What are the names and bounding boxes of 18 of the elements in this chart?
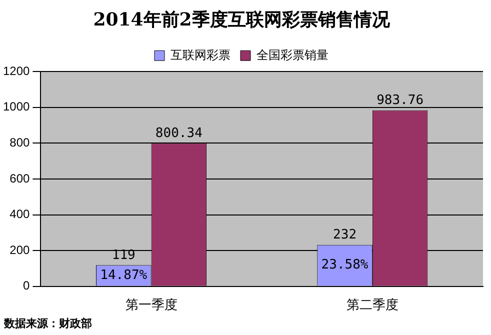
- x-tick-label: 第二季度: [346, 296, 398, 312]
- annotation: 14.87%: [100, 268, 148, 284]
- annotation: 23.58%: [321, 257, 368, 272]
- chart-title: 2014年前2季度互联网彩票销售情况: [93, 9, 391, 30]
- y-tick-label: 1200: [2, 64, 30, 78]
- data-label: 232: [333, 228, 357, 243]
- y-tick-label: 800: [10, 136, 30, 150]
- source-note: 数据来源：财政部: [2, 316, 93, 331]
- data-label: 983.76: [376, 93, 424, 108]
- y-tick-label: 1000: [2, 100, 30, 114]
- legend-label: 互联网彩票: [170, 48, 230, 62]
- x-tick-label: 第一季度: [125, 296, 178, 312]
- y-tick-label: 200: [10, 242, 30, 257]
- y-tick-label: 0: [23, 278, 30, 293]
- y-tick-label: 600: [10, 171, 30, 186]
- data-label: 800.34: [155, 126, 203, 142]
- legend-label: 全国彩票销量: [256, 48, 328, 62]
- y-tick-label: 400: [10, 207, 30, 222]
